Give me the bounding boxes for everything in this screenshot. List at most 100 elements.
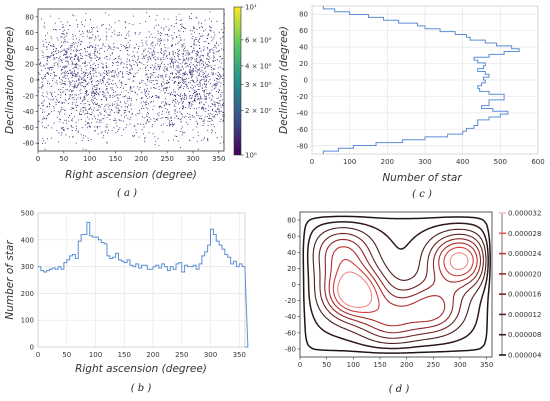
scatter-point [212, 84, 214, 86]
scatter-point [199, 35, 201, 37]
scatter-point [175, 22, 177, 24]
scatter-point [193, 107, 195, 109]
scatter-point [92, 64, 94, 66]
scatter-point [203, 138, 205, 140]
scatter-point [165, 69, 167, 71]
scatter-point [212, 61, 214, 62]
scatter-point [201, 79, 203, 81]
scatter-point [109, 97, 111, 98]
scatter-point [145, 121, 147, 123]
scatter-point [199, 27, 200, 29]
scatter-point [207, 37, 209, 39]
scatter-point [53, 58, 55, 60]
scatter-point [157, 138, 159, 140]
scatter-point [90, 100, 92, 102]
scatter-point [177, 72, 179, 74]
scatter-point [197, 40, 199, 42]
scatter-point [72, 63, 74, 65]
x-tick-label: 0 [36, 351, 40, 359]
scatter-point [182, 97, 184, 99]
scatter-point [114, 95, 116, 97]
scatter-point [112, 80, 114, 82]
scatter-point [205, 101, 207, 103]
scatter-point [205, 86, 207, 88]
scatter-point [183, 87, 185, 89]
scatter-point [46, 117, 47, 119]
scatter-point [183, 59, 185, 61]
scatter-point [71, 97, 73, 99]
scatter-point [219, 85, 221, 87]
scatter-point [167, 70, 169, 72]
scatter-point [183, 98, 185, 100]
scatter-point [101, 99, 103, 101]
scatter-point [164, 71, 166, 73]
scatter-point [77, 130, 79, 132]
scatter-point [107, 72, 109, 74]
scatter-point [70, 84, 72, 86]
scatter-point [49, 113, 51, 115]
scatter-point [73, 80, 75, 82]
scatter-point [48, 42, 50, 44]
scatter-point [191, 72, 193, 74]
scatter-point [62, 127, 64, 128]
scatter-point [185, 83, 187, 85]
scatter-point [42, 137, 44, 139]
scatter-point [108, 71, 110, 73]
scatter-point [204, 29, 206, 31]
scatter-point [44, 111, 46, 113]
scatter-point [184, 73, 186, 75]
scatter-point [70, 45, 72, 47]
scatter-point [84, 87, 86, 89]
scatter-point [160, 40, 162, 41]
scatter-point [85, 120, 87, 122]
scatter-point [184, 92, 185, 94]
scatter-point [160, 48, 162, 50]
scatter-point [214, 56, 216, 58]
scatter-point [38, 87, 40, 89]
scatter-point [181, 105, 183, 107]
scatter-point [105, 56, 107, 58]
scatter-point [52, 66, 54, 68]
scatter-point [96, 126, 98, 128]
scatter-point [182, 56, 184, 58]
scatter-point [65, 94, 67, 96]
scatter-point [160, 85, 162, 87]
scatter-point [95, 93, 97, 95]
scatter-point [196, 55, 198, 57]
scatter-point [145, 102, 147, 104]
scatter-point [211, 99, 213, 101]
scatter-point [111, 72, 113, 74]
scatter-point [198, 89, 200, 90]
scatter-point [182, 53, 184, 55]
scatter-point [107, 75, 109, 76]
scatter-point [208, 81, 210, 83]
scatter-point [184, 98, 185, 100]
scatter-point [88, 82, 90, 84]
scatter-point [70, 125, 72, 126]
scatter-point [76, 19, 78, 21]
scatter-point [88, 56, 90, 58]
scatter-point [85, 62, 87, 64]
scatter-point [59, 113, 60, 115]
scatter-point [214, 45, 216, 47]
scatter-point [146, 114, 148, 116]
scatter-point [77, 26, 79, 28]
scatter-point [70, 58, 71, 60]
scatter-point [179, 59, 181, 60]
scatter-point [177, 67, 179, 69]
scatter-point [158, 106, 160, 108]
scatter-point [183, 82, 185, 84]
scatter-point [88, 37, 90, 39]
scatter-point [56, 129, 58, 131]
scatter-point [219, 142, 221, 144]
scatter-point [155, 140, 157, 142]
scatter-point [107, 78, 109, 80]
scatter-point [181, 113, 183, 115]
scatter-point [64, 53, 66, 55]
scatter-point [106, 67, 108, 68]
scatter-point [79, 30, 80, 32]
scatter-point [141, 97, 143, 99]
scatter-point [207, 58, 209, 60]
scatter-point [204, 66, 206, 68]
scatter-point [50, 66, 52, 68]
